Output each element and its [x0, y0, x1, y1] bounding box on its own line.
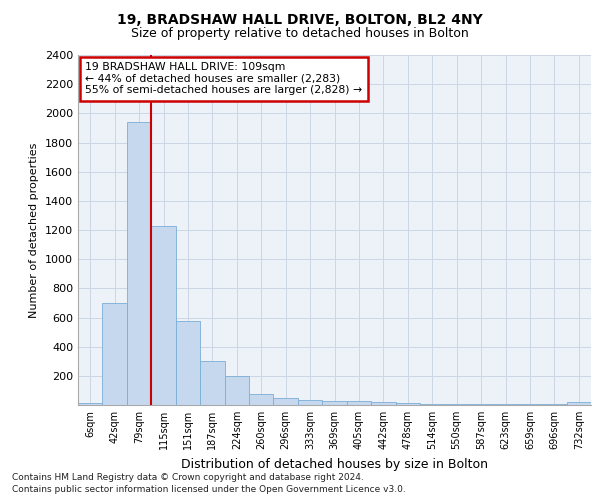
Bar [200, 361, 224, 405]
Bar [493, 404, 518, 405]
Bar [103, 303, 127, 405]
Bar [347, 400, 371, 405]
Bar [176, 321, 200, 405]
Bar [151, 226, 176, 405]
X-axis label: Distribution of detached houses by size in Bolton: Distribution of detached houses by size … [181, 458, 488, 470]
Text: Contains public sector information licensed under the Open Government Licence v3: Contains public sector information licen… [12, 485, 406, 494]
Bar [224, 376, 249, 405]
Bar [298, 400, 322, 405]
Bar [395, 403, 420, 405]
Bar [469, 404, 493, 405]
Text: 19 BRADSHAW HALL DRIVE: 109sqm
← 44% of detached houses are smaller (2,283)
55% : 19 BRADSHAW HALL DRIVE: 109sqm ← 44% of … [85, 62, 362, 96]
Text: Size of property relative to detached houses in Bolton: Size of property relative to detached ho… [131, 28, 469, 40]
Bar [322, 400, 347, 405]
Bar [274, 398, 298, 405]
Bar [518, 404, 542, 405]
Bar [371, 402, 395, 405]
Text: 19, BRADSHAW HALL DRIVE, BOLTON, BL2 4NY: 19, BRADSHAW HALL DRIVE, BOLTON, BL2 4NY [117, 12, 483, 26]
Bar [420, 404, 445, 405]
Bar [249, 394, 274, 405]
Text: Contains HM Land Registry data © Crown copyright and database right 2024.: Contains HM Land Registry data © Crown c… [12, 474, 364, 482]
Bar [78, 403, 103, 405]
Bar [127, 122, 151, 405]
Bar [542, 404, 566, 405]
Y-axis label: Number of detached properties: Number of detached properties [29, 142, 40, 318]
Bar [566, 402, 591, 405]
Bar [445, 404, 469, 405]
